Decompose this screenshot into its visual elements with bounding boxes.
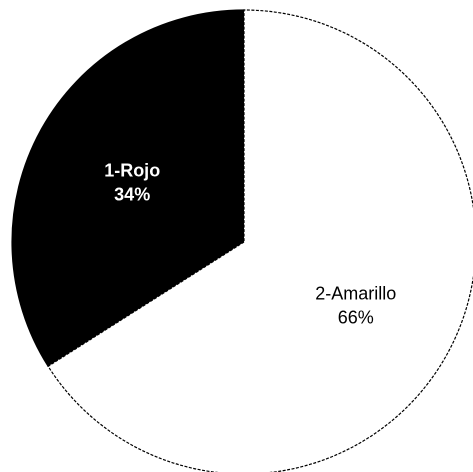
slice-label-1: 1-Rojo: [104, 161, 160, 181]
pie-slice-1: [11, 9, 245, 368]
slice-value-label-1: 34%: [114, 185, 150, 205]
slice-label-2: 2-Amarillo: [315, 284, 396, 304]
slice-value-label-2: 66%: [338, 308, 374, 328]
labels-layer: 1-Rojo 34% 2-Amarillo 66%: [104, 161, 396, 328]
slices-layer: [11, 9, 473, 472]
pie-slice-2: [47, 9, 473, 472]
